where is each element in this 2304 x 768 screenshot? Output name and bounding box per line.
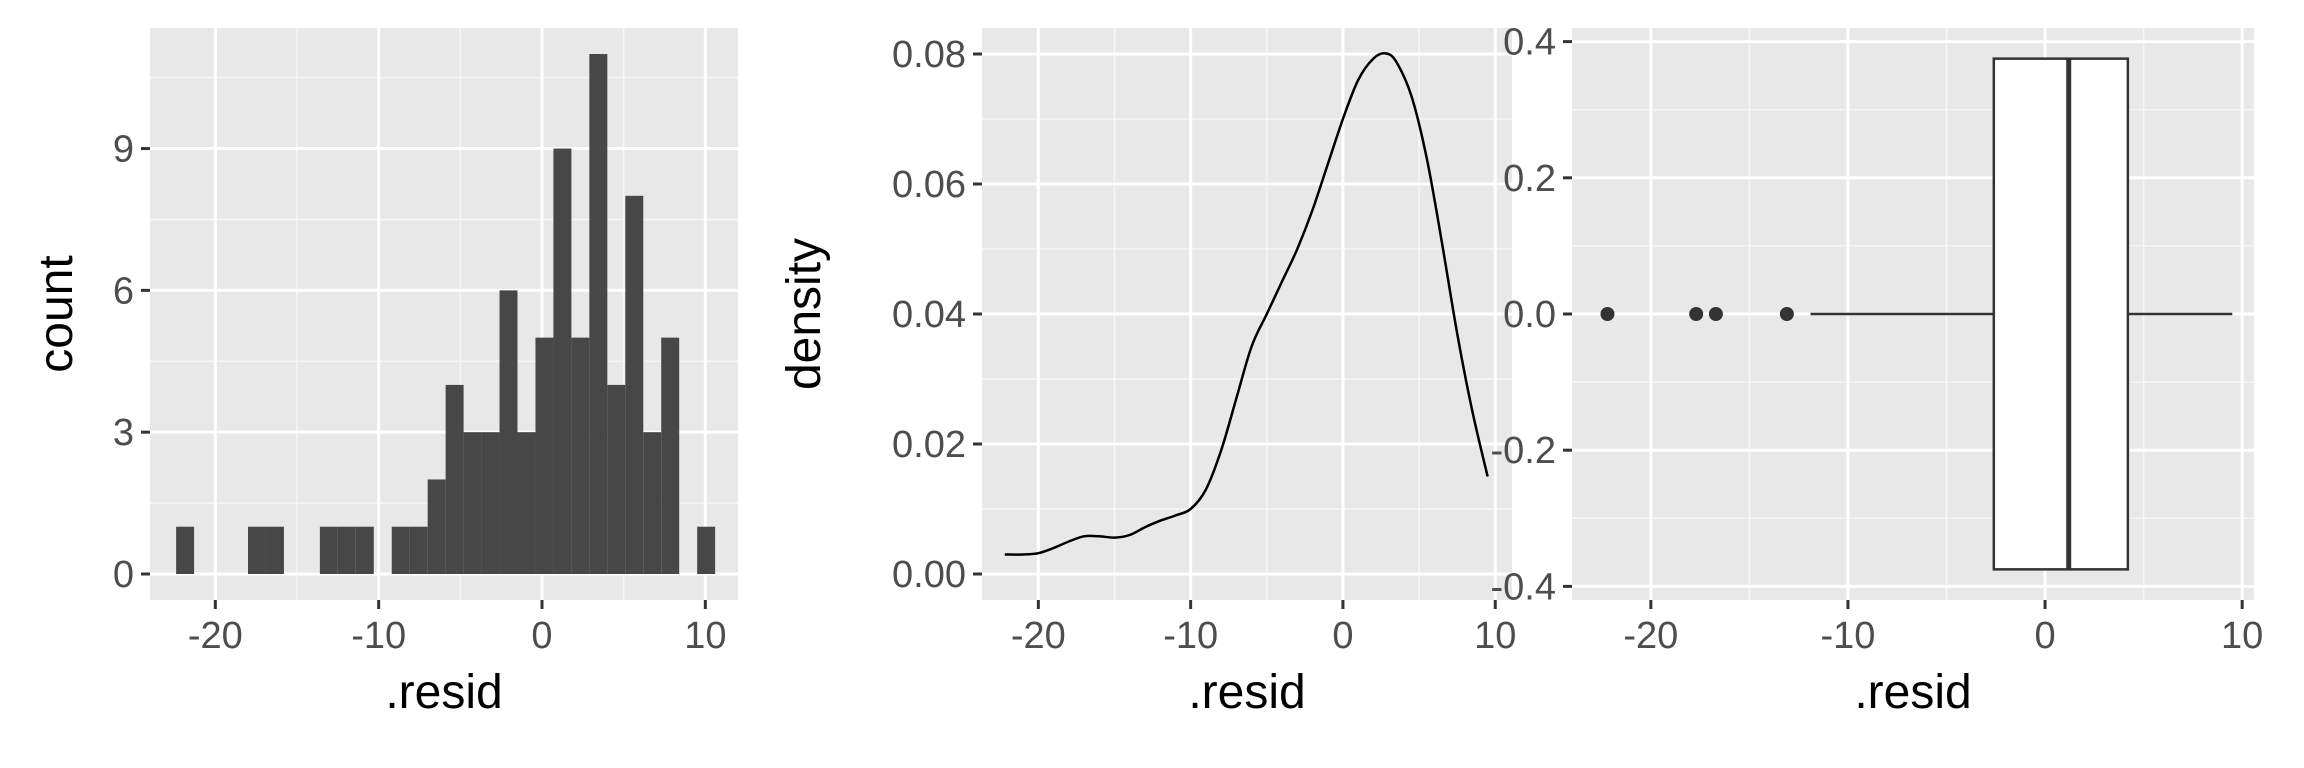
histogram-bar bbox=[319, 526, 338, 574]
x-tick-label: -10 bbox=[1820, 615, 1875, 657]
y-tick-label: -0.2 bbox=[1491, 430, 1556, 472]
histogram-bar bbox=[499, 290, 518, 574]
x-tick-label: -20 bbox=[1011, 615, 1066, 657]
x-tick-label: 10 bbox=[1474, 615, 1516, 657]
histogram-panel: -20 -10 0 10 0 3 6 9 .resid count bbox=[30, 28, 738, 719]
histogram-bar bbox=[535, 337, 554, 574]
histogram-bar bbox=[571, 337, 590, 574]
x-tick-label: 0 bbox=[2034, 615, 2055, 657]
y-axis-title: count bbox=[30, 255, 83, 372]
histogram-bar bbox=[355, 526, 374, 574]
histogram-bar bbox=[445, 384, 464, 574]
y-tick-label: 0.4 bbox=[1503, 22, 1556, 64]
x-axis-title: .resid bbox=[385, 666, 502, 719]
histogram-bar bbox=[625, 195, 644, 574]
y-tick-label: 0.04 bbox=[892, 294, 966, 336]
y-tick-label: 3 bbox=[113, 412, 134, 454]
histogram-bar bbox=[265, 526, 284, 574]
histogram-bar bbox=[481, 432, 500, 574]
histogram-bar bbox=[517, 432, 536, 574]
y-tick-label: 0.08 bbox=[892, 34, 966, 76]
y-tick-label: 6 bbox=[113, 270, 134, 312]
y-tick-label: 0.00 bbox=[892, 554, 966, 596]
density-panel: -20 -10 0 10 0.00 0.02 0.04 0.06 0.08 .resid densi… bbox=[778, 28, 1516, 719]
x-tick-label: -10 bbox=[351, 615, 406, 657]
y-axis-title: density bbox=[778, 238, 831, 390]
histogram-bar bbox=[248, 526, 266, 574]
density-curve bbox=[1004, 52, 1489, 556]
y-tick-label: 0 bbox=[113, 554, 134, 596]
histogram-bar bbox=[463, 432, 482, 574]
x-tick-label: 10 bbox=[684, 615, 726, 657]
histogram-bar bbox=[391, 526, 410, 574]
outlier-point bbox=[1779, 307, 1794, 321]
x-axis-title: .resid bbox=[1188, 666, 1305, 719]
histogram-bar bbox=[176, 526, 195, 574]
outlier-point bbox=[1689, 307, 1704, 321]
x-tick-label: 0 bbox=[1332, 615, 1353, 657]
x-tick-label: 0 bbox=[531, 615, 552, 657]
histogram-bar bbox=[661, 337, 680, 574]
x-tick-label: 10 bbox=[2221, 615, 2263, 657]
x-axis-title: .resid bbox=[1854, 666, 1971, 719]
y-tick-label: 0.2 bbox=[1503, 158, 1556, 200]
boxplot-panel: -20 -10 0 10 -0.4 -0.2 0.0 0.2 0.4 .resid bbox=[1491, 22, 2264, 719]
outlier-point bbox=[1600, 307, 1615, 321]
histogram-bar bbox=[409, 526, 428, 574]
histogram-bar bbox=[427, 479, 446, 574]
y-tick-label: 0.02 bbox=[892, 424, 966, 466]
box-iqr bbox=[1992, 57, 2130, 571]
x-tick-label: -20 bbox=[188, 615, 243, 657]
histogram-bar bbox=[643, 432, 662, 574]
histogram-bar bbox=[589, 54, 608, 574]
y-tick-label: -0.4 bbox=[1491, 566, 1556, 608]
histogram-bar bbox=[697, 526, 716, 574]
outlier-point bbox=[1708, 307, 1723, 321]
x-tick-label: -20 bbox=[1623, 615, 1678, 657]
histogram-bar bbox=[553, 148, 572, 574]
y-tick-label: 0.0 bbox=[1503, 294, 1556, 336]
x-tick-label: -10 bbox=[1163, 615, 1218, 657]
histogram-bar bbox=[337, 526, 356, 574]
y-tick-label: 0.06 bbox=[892, 164, 966, 206]
y-tick-label: 9 bbox=[113, 129, 134, 171]
histogram-bar bbox=[607, 384, 626, 574]
